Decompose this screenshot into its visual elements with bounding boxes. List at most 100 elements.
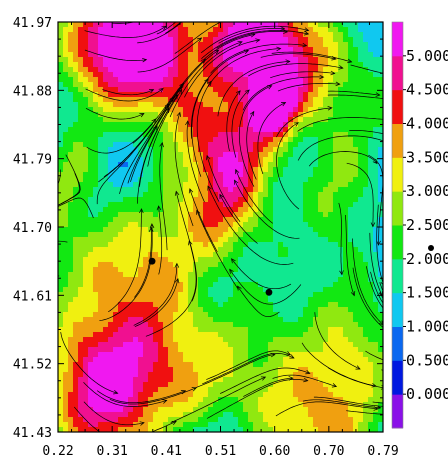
- heat-cell: [248, 337, 254, 343]
- heat-cell: [253, 322, 259, 328]
- heat-cell: [188, 327, 194, 333]
- heat-cell: [203, 122, 209, 128]
- heat-cell: [273, 272, 279, 278]
- heat-cell: [378, 292, 383, 298]
- heat-cell: [163, 362, 169, 368]
- heat-cell: [323, 312, 329, 318]
- heat-cell: [233, 147, 239, 153]
- heat-cell: [188, 147, 194, 153]
- heat-cell: [58, 307, 64, 313]
- heat-cell: [108, 197, 114, 203]
- heat-cell: [333, 157, 339, 163]
- heat-cell: [328, 37, 334, 43]
- heat-cell: [233, 287, 239, 293]
- heat-cell: [58, 302, 64, 308]
- heat-cell: [263, 22, 269, 28]
- heat-cell: [128, 222, 134, 228]
- heat-cell: [253, 172, 259, 178]
- heat-cell: [273, 77, 279, 83]
- heat-cell: [123, 357, 129, 363]
- heat-cell: [223, 252, 229, 258]
- heat-cell: [108, 347, 114, 353]
- heat-cell: [338, 277, 344, 283]
- heat-cell: [358, 122, 364, 128]
- heat-cell: [128, 367, 134, 373]
- heat-cell: [233, 252, 239, 258]
- heat-cell: [358, 22, 364, 28]
- heat-cell: [198, 72, 204, 78]
- heat-cell: [73, 117, 79, 123]
- heat-cell: [338, 287, 344, 293]
- heat-cell: [373, 397, 379, 403]
- heat-cell: [228, 167, 234, 173]
- heat-cell: [243, 82, 249, 88]
- heat-cell: [283, 287, 289, 293]
- heat-cell: [158, 317, 164, 323]
- heat-cell: [173, 277, 179, 283]
- heat-cell: [228, 72, 234, 78]
- heat-cell: [243, 67, 249, 73]
- heat-cell: [133, 132, 139, 138]
- heat-cell: [273, 237, 279, 243]
- heat-cell: [303, 202, 309, 208]
- heat-cell: [373, 312, 379, 318]
- heat-cell: [123, 342, 129, 348]
- heat-cell: [328, 252, 334, 258]
- heat-cell: [143, 402, 149, 408]
- heat-cell: [233, 257, 239, 263]
- heat-cell: [98, 402, 104, 408]
- heat-cell: [353, 372, 359, 378]
- heat-cell: [263, 282, 269, 288]
- heat-cell: [273, 317, 279, 323]
- heat-cell: [363, 217, 369, 223]
- heat-cell: [273, 157, 279, 163]
- heat-cell: [223, 332, 229, 338]
- heat-cell: [113, 317, 119, 323]
- heat-cell: [228, 362, 234, 368]
- heat-cell: [143, 347, 149, 353]
- heat-cell: [98, 397, 104, 403]
- heat-cell: [148, 362, 154, 368]
- heat-cell: [193, 142, 199, 148]
- heat-cell: [93, 132, 99, 138]
- heat-cell: [88, 182, 94, 188]
- heat-cell: [98, 102, 104, 108]
- heat-cell: [93, 337, 99, 343]
- heat-cell: [263, 242, 269, 248]
- heat-cell: [198, 147, 204, 153]
- heat-cell: [128, 382, 134, 388]
- heat-cell: [288, 87, 294, 93]
- heat-cell: [293, 277, 299, 283]
- heat-cell: [103, 287, 109, 293]
- heat-cell: [183, 67, 189, 73]
- heat-cell: [273, 197, 279, 203]
- heat-cell: [298, 77, 304, 83]
- heat-cell: [88, 402, 94, 408]
- heat-cell: [368, 192, 374, 198]
- heat-cell: [158, 77, 164, 83]
- heat-cell: [228, 97, 234, 103]
- heat-cell: [188, 287, 194, 293]
- heat-cell: [303, 302, 309, 308]
- heat-cell: [283, 322, 289, 328]
- heat-cell: [358, 152, 364, 158]
- heat-cell: [178, 257, 184, 263]
- heat-cell: [63, 67, 69, 73]
- heat-cell: [158, 102, 164, 108]
- heat-cell: [298, 127, 304, 133]
- heat-cell: [323, 402, 329, 408]
- heat-cell: [113, 162, 119, 168]
- heat-cell: [313, 222, 319, 228]
- heat-cell: [363, 22, 369, 28]
- heat-cell: [83, 167, 89, 173]
- heat-cell: [343, 122, 349, 128]
- heat-cell: [288, 102, 294, 108]
- heat-cell: [203, 152, 209, 158]
- heat-cell: [178, 367, 184, 373]
- heat-cell: [353, 347, 359, 353]
- heat-cell: [133, 167, 139, 173]
- heat-cell: [93, 187, 99, 193]
- heat-cell: [68, 32, 74, 38]
- heat-cell: [133, 367, 139, 373]
- heat-cell: [288, 297, 294, 303]
